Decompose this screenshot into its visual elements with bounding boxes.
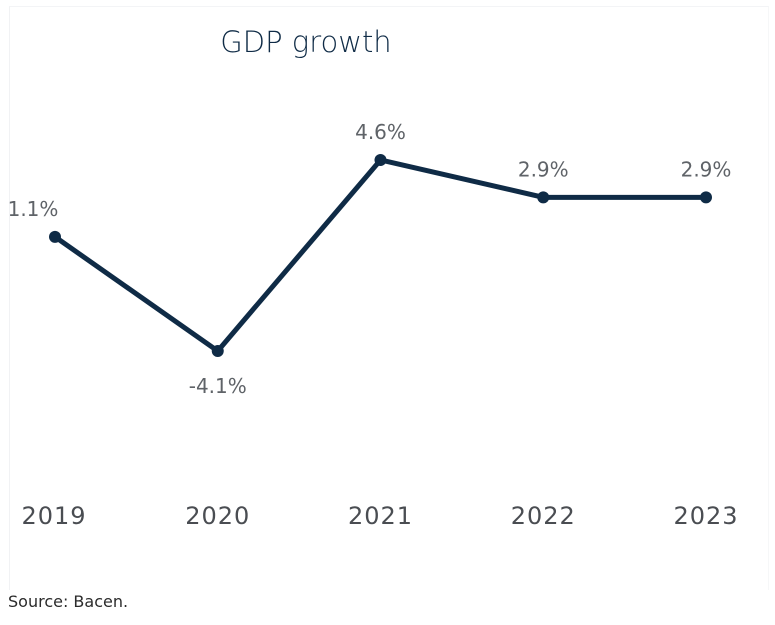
- data-label-2019: 1.1%: [8, 197, 59, 221]
- x-tick-label-2021: 2021: [348, 502, 413, 530]
- x-tick-label-2019: 2019: [21, 502, 86, 530]
- data-label-2022: 2.9%: [518, 157, 569, 181]
- data-point-2019: [49, 230, 61, 243]
- data-label-2020: -4.1%: [189, 374, 247, 398]
- x-tick-label-2023: 2023: [673, 502, 738, 530]
- x-tick-label-2022: 2022: [511, 502, 576, 530]
- data-point-2020: [211, 345, 224, 357]
- source-note: Source: Bacen.: [8, 592, 129, 611]
- data-point-2023: [700, 191, 712, 204]
- x-tick-label-2020: 2020: [185, 502, 250, 530]
- series-line: [53, 157, 706, 355]
- chart-frame: [9, 6, 769, 590]
- chart-title: GDP growth: [220, 25, 391, 59]
- data-point-2022: [537, 191, 550, 204]
- data-label-2021: 4.6%: [355, 120, 406, 144]
- plot-area: 1.1% -4.1% 4.6% 2.9% 2.9% 2019 2020 2021 2022 202…: [8, 120, 738, 530]
- data-label-2023: 2.9%: [681, 157, 732, 181]
- data-point-2021: [374, 154, 387, 166]
